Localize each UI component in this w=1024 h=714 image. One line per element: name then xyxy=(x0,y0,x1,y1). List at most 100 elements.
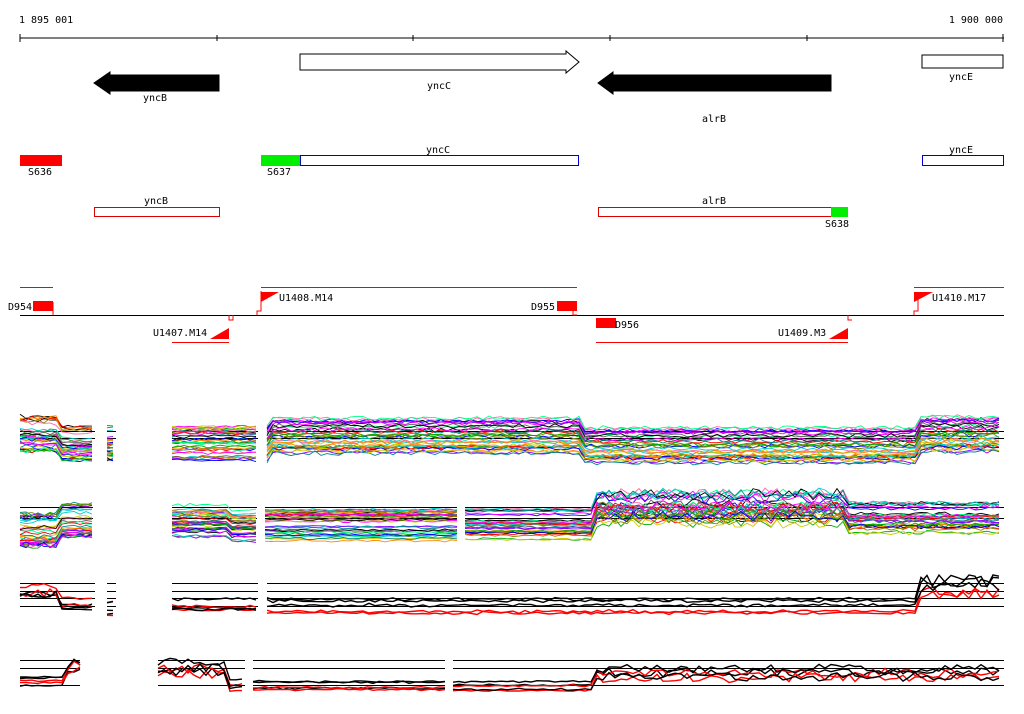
expression-profile-line xyxy=(19,416,93,430)
upshift-flag-U1407[interactable] xyxy=(210,328,229,339)
expression-profile-line xyxy=(19,445,93,459)
expression-profile-line xyxy=(264,528,458,532)
expression-profile-line xyxy=(266,446,1000,463)
expression-profile-line xyxy=(264,528,458,532)
boundary-D956[interactable] xyxy=(596,318,616,328)
expression-profile-line xyxy=(19,435,93,450)
transcript-box-yncE[interactable] xyxy=(922,155,1004,166)
expression-profile-line xyxy=(171,521,257,529)
expression-profile-line xyxy=(106,426,114,429)
expression-profile-line xyxy=(464,487,1000,511)
expression-profile-line xyxy=(106,446,114,450)
upshift-flag-U1410[interactable] xyxy=(914,292,933,302)
expression-profile-line xyxy=(171,429,257,434)
expression-profile-line xyxy=(19,517,93,531)
expression-profile-line xyxy=(266,587,1000,616)
expression-profile-line xyxy=(171,430,257,434)
expression-profile-line xyxy=(264,536,458,541)
boundary-D954[interactable] xyxy=(33,301,53,311)
expression-profile-line xyxy=(19,534,93,549)
expression-profile-line xyxy=(264,513,458,517)
segment-S637[interactable] xyxy=(261,155,300,166)
expression-profile-line xyxy=(19,511,93,525)
expression-profile-line xyxy=(19,432,93,447)
transcript-box-yncB[interactable] xyxy=(94,207,220,217)
expression-profile-line xyxy=(266,414,1000,431)
gene-label-alrB: alrB xyxy=(702,114,726,125)
transcript-label-yncB: yncB xyxy=(144,196,168,207)
expression-profile-line xyxy=(266,419,1000,436)
expression-profile-line xyxy=(19,508,93,522)
segment-label-S637: S637 xyxy=(267,167,291,178)
gene-label-yncC: yncC xyxy=(427,81,451,92)
expression-profile-line xyxy=(19,515,93,530)
expression-profile-line xyxy=(106,454,114,456)
expression-profile-line xyxy=(171,441,257,445)
expression-profile-line xyxy=(19,660,81,683)
expression-profile-line xyxy=(171,514,257,522)
expression-profile-line xyxy=(171,456,257,461)
gene-arrow-alrB[interactable] xyxy=(597,71,832,95)
expression-profile-line xyxy=(19,428,93,440)
gene-label-yncE: yncE xyxy=(949,72,973,83)
expression-profile-line xyxy=(464,501,1000,525)
expression-profile-line xyxy=(171,449,257,454)
expression-profile-line xyxy=(171,446,257,452)
transcript-label-yncC: yncC xyxy=(426,145,450,156)
expression-profile-line xyxy=(266,437,1000,455)
expression-profile-line xyxy=(19,520,93,535)
expression-profile-line xyxy=(266,437,1000,455)
expression-profile-line xyxy=(171,519,257,528)
segment-label-S638: S638 xyxy=(825,219,849,230)
expression-profile-line xyxy=(171,502,257,512)
expression-profile-line xyxy=(19,420,93,435)
boundary-D955[interactable] xyxy=(557,301,577,311)
segment-S638[interactable] xyxy=(831,207,848,217)
expression-profile-line xyxy=(106,458,114,461)
expression-profile-line xyxy=(19,441,93,456)
expression-profile-line xyxy=(19,508,93,523)
upshift-flag-U1408[interactable] xyxy=(261,292,279,302)
expression-profile-line xyxy=(171,517,257,526)
expression-profile-line xyxy=(157,663,243,687)
expression-profile-line xyxy=(266,426,1000,444)
expression-profile-line xyxy=(171,436,257,442)
transcript-box-alrB[interactable] xyxy=(598,207,832,217)
expression-profile-line xyxy=(19,533,93,548)
expression-profile-tracks xyxy=(19,413,1004,692)
expression-profile-line xyxy=(171,530,257,538)
expression-profile-line xyxy=(266,449,1000,466)
gene-arrow-yncB[interactable] xyxy=(93,71,220,95)
expression-profile-line xyxy=(171,509,257,518)
expression-profile-line xyxy=(19,436,93,449)
expression-profile-line xyxy=(264,508,458,512)
expression-profile-line xyxy=(19,582,93,601)
segment-S636[interactable] xyxy=(20,155,62,166)
expression-profile-line xyxy=(252,680,446,685)
upshift-label-U1407: U1407.M14 xyxy=(153,328,207,339)
expression-profile-line xyxy=(19,668,81,687)
upshift-label-U1410: U1410.M17 xyxy=(932,293,986,304)
upshift-flag-U1409[interactable] xyxy=(829,328,848,339)
expression-profile-line xyxy=(171,604,257,609)
expression-profile-line xyxy=(452,672,1000,692)
expression-profile-line xyxy=(264,509,458,513)
expression-profile-line xyxy=(19,415,93,430)
expression-profile-line xyxy=(171,510,257,518)
boundary-label-D955: D955 xyxy=(531,302,555,313)
expression-profile-line xyxy=(266,578,1000,608)
expression-profile-line xyxy=(464,517,1000,541)
expression-profile-line xyxy=(106,444,114,448)
expression-profile-line xyxy=(171,607,257,612)
gene-arrow-yncE[interactable] xyxy=(921,54,1004,69)
expression-profile-line xyxy=(252,685,446,690)
expression-profile-line xyxy=(266,431,1000,449)
boundary-label-D956: D956 xyxy=(615,320,639,331)
expression-profile-line xyxy=(19,433,93,447)
transcript-box-yncC[interactable] xyxy=(300,155,579,166)
expression-profile-line xyxy=(266,425,1000,442)
transcript-label-alrB: alrB xyxy=(702,196,726,207)
gene-arrow-yncC[interactable] xyxy=(299,49,580,75)
expression-profile-line xyxy=(171,426,257,431)
upshift-label-U1409: U1409.M3 xyxy=(778,328,826,339)
